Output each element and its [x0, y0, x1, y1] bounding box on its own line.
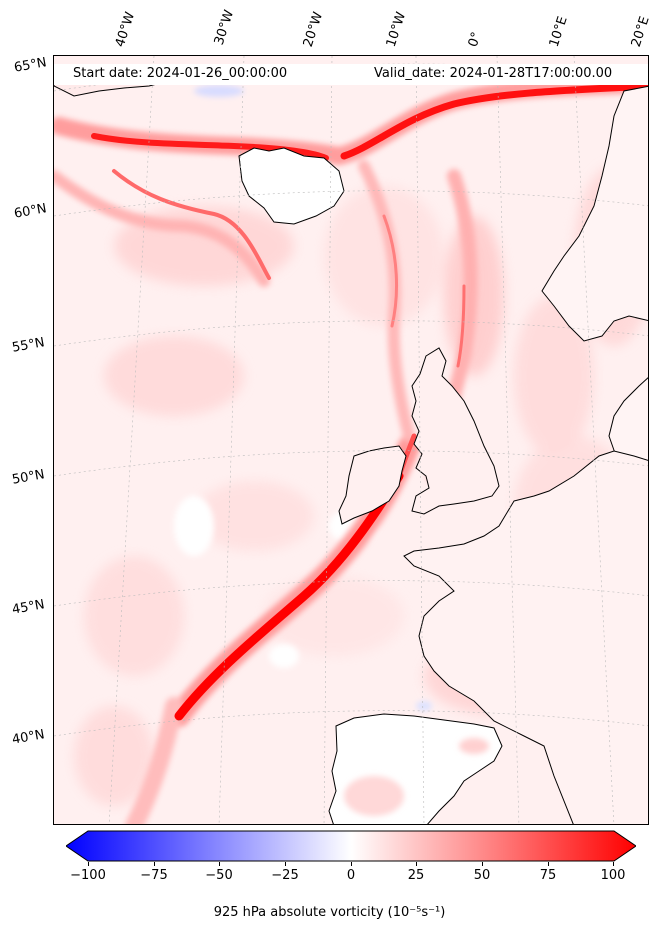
ireland-land	[338, 445, 407, 525]
valid-date-label: Valid_date: 2024-01-28T17:00:00.00	[374, 66, 613, 81]
tick-mark-9	[613, 862, 614, 866]
lat-label-50n: 50°N	[10, 467, 46, 488]
iceland-land	[238, 147, 345, 225]
continental-europe-land	[403, 450, 648, 824]
tick-label-neg75: −75	[140, 868, 168, 883]
colorbar	[66, 830, 636, 862]
vorticity-band-core	[91, 82, 648, 721]
lat-label-45n: 45°N	[10, 597, 46, 618]
lon-label-20w: 20°W	[300, 10, 327, 49]
colorbar-label: 925 hPa absolute vorticity (10⁻⁵s⁻¹)	[213, 905, 446, 920]
lon-label-30w: 30°W	[211, 8, 238, 47]
tick-mark-5	[351, 862, 352, 866]
tick-label-100: 100	[600, 868, 626, 883]
header-strip	[54, 64, 648, 85]
lat-label-65n: 65°N	[12, 55, 48, 76]
tick-label-neg50: −50	[205, 868, 233, 883]
tick-mark-4	[285, 862, 286, 866]
lat-label-55n: 55°N	[10, 335, 46, 356]
tick-label-0: 0	[346, 868, 356, 883]
tick-mark-2	[154, 862, 155, 866]
tick-mark-1	[88, 862, 89, 866]
lon-label-10e: 10°E	[546, 14, 571, 50]
scandinavia-land	[541, 85, 648, 342]
lon-label-20e: 20°E	[628, 14, 653, 50]
great-britain-land	[411, 347, 500, 515]
lon-label-40w: 40°W	[112, 10, 139, 49]
lat-label-40n: 40°N	[10, 727, 46, 748]
tick-label-neg100: −100	[70, 868, 106, 883]
lon-label-10w: 10°W	[383, 10, 410, 49]
lon-label-0: 0°	[465, 30, 485, 49]
colorbar-scale	[66, 830, 636, 862]
tick-mark-7	[482, 862, 483, 866]
iberia-field	[344, 738, 489, 816]
map-canvas	[54, 56, 648, 824]
tick-label-25: 25	[407, 868, 425, 883]
tick-mark-3	[219, 862, 220, 866]
tick-label-50: 50	[473, 868, 491, 883]
tick-label-75: 75	[539, 868, 557, 883]
lat-label-60n: 60°N	[12, 201, 48, 222]
tick-mark-6	[416, 862, 417, 866]
tick-label-neg25: −25	[271, 868, 299, 883]
vorticity-map	[53, 55, 649, 825]
tick-mark-8	[548, 862, 549, 866]
start-date-label: Start date: 2024-01-26_00:00:00	[73, 66, 288, 81]
